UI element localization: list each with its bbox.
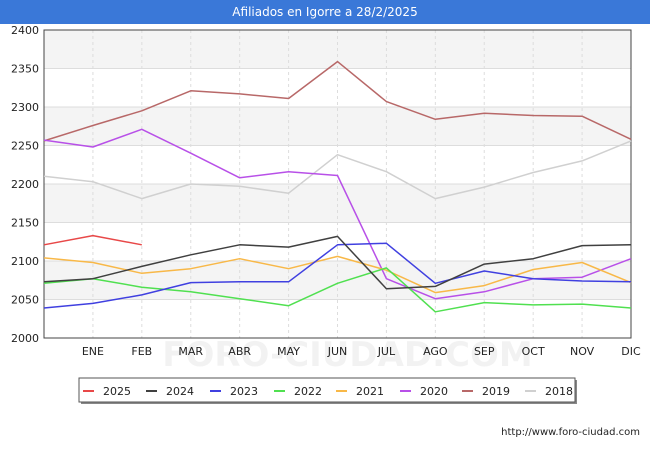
series-line-2025 [43, 234, 142, 246]
legend-label-2019: 2019 [482, 385, 510, 398]
series-line-2021 [43, 255, 632, 294]
x-tick-label: MAR [178, 345, 203, 358]
x-tick-label: DIC [621, 345, 641, 358]
x-tick-label: JUL [377, 345, 396, 358]
series-line-2024 [43, 235, 632, 290]
chart-title: Afiliados en Igorre a 28/2/2025 [232, 5, 418, 19]
y-tick-label: 2300 [11, 101, 39, 114]
series-line-2018 [43, 140, 632, 200]
legend-label-2018: 2018 [545, 385, 573, 398]
y-tick-label: 2050 [11, 294, 39, 307]
series-line-2022 [43, 267, 632, 313]
x-tick-label: AGO [423, 345, 448, 358]
y-tick-label: 2150 [11, 217, 39, 230]
x-tick-label: FEB [131, 345, 152, 358]
legend-box [78, 377, 576, 403]
x-tick-label: NOV [570, 345, 595, 358]
y-tick-label: 2100 [11, 255, 39, 268]
x-tick-label: OCT [522, 345, 545, 358]
y-tick-label: 2000 [11, 332, 39, 345]
x-tick-label: JUN [327, 345, 348, 358]
x-tick-label: ENE [82, 345, 104, 358]
x-tick-label: SEP [474, 345, 495, 358]
legend-label-2021: 2021 [356, 385, 384, 398]
series-line-2019 [43, 60, 632, 142]
legend-label-2022: 2022 [294, 385, 322, 398]
y-tick-label: 2400 [11, 24, 39, 37]
plot-frame [43, 29, 632, 339]
legend-label-2024: 2024 [166, 385, 194, 398]
legend-label-2020: 2020 [420, 385, 448, 398]
x-tick-label: MAY [277, 345, 300, 358]
watermark: FORO-CIUDAD.COM [162, 335, 533, 375]
y-tick-label: 2200 [11, 178, 39, 191]
grid-band [44, 261, 631, 300]
legend-label-2025: 2025 [103, 385, 131, 398]
footer-url[interactable]: http://www.foro-ciudad.com [501, 427, 640, 438]
x-tick-label: ABR [228, 345, 251, 358]
y-tick-label: 2350 [11, 63, 39, 76]
series-line-2023 [43, 242, 632, 309]
title-bar [0, 0, 650, 24]
legend-label-2023: 2023 [230, 385, 258, 398]
y-tick-label: 2250 [11, 140, 39, 153]
